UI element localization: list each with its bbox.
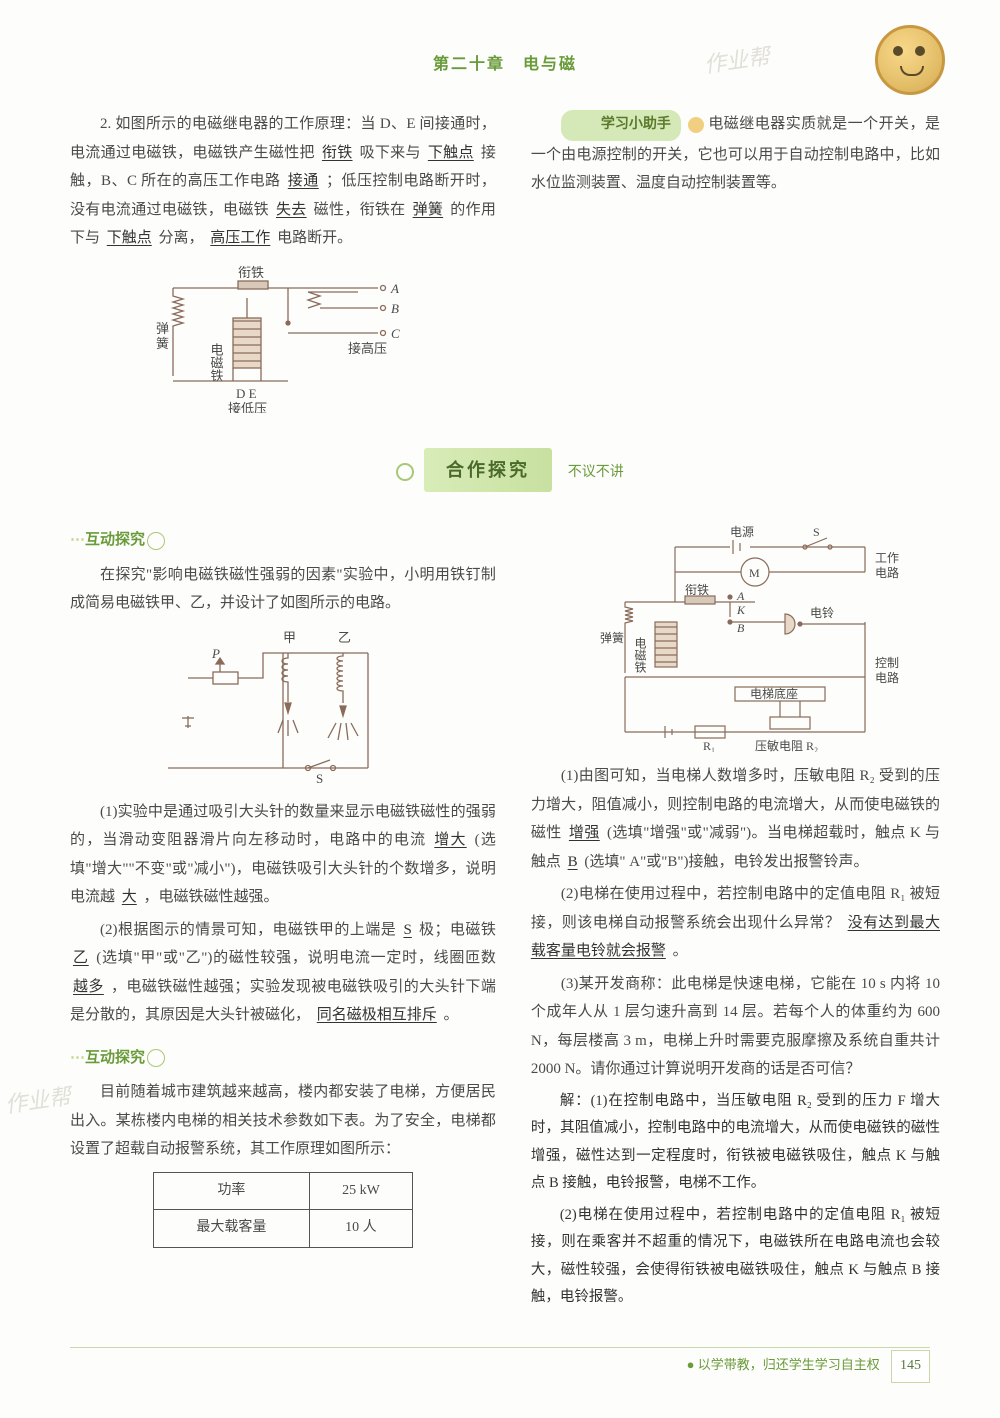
- blank: 增强: [566, 825, 603, 841]
- main-section: 互动探究 在探究"影响电磁铁磁性强弱的因素"实验中，小明用铁钉制成简易电磁铁甲、…: [70, 512, 940, 1316]
- cell: 功率: [153, 1172, 309, 1210]
- banner-title: 合作探究: [424, 448, 552, 492]
- svg-text:电路: 电路: [875, 565, 899, 580]
- cell: 10 人: [309, 1210, 412, 1248]
- blank: S: [400, 922, 414, 938]
- svg-text:A: A: [736, 589, 745, 603]
- solution-2: (2)电梯在使用过程中，若控制电路中的定值电阻 R₁ 被短接，则在乘客并不超重的…: [531, 1202, 940, 1312]
- left-q2: (2)根据图示的情景可知，电磁铁甲的上端是 S 极；电磁铁 乙 (选填"甲"或"…: [70, 916, 496, 1030]
- chapter-title: 第二十章 电与磁: [433, 56, 577, 73]
- blank: B: [565, 854, 581, 870]
- blank: 失去: [273, 202, 310, 218]
- svg-text:P: P: [211, 646, 220, 661]
- svg-text:D E: D E: [236, 386, 257, 401]
- text: 吸下来与: [360, 145, 421, 161]
- footer-line: [70, 1347, 930, 1348]
- right-q1: (1)由图可知，当电梯人数增多时，压敏电阻 R₂ 受到的压力增大，阻值减小，则控…: [531, 762, 940, 876]
- svg-text:电源: 电源: [730, 525, 754, 539]
- page-footer: ● 以学带教，归还学生学习自主权 145: [687, 1350, 930, 1383]
- blank: 弹簧: [410, 202, 447, 218]
- banner-deco-icon: [386, 460, 416, 484]
- table-row: 最大载客量 10 人: [153, 1210, 412, 1248]
- footer-motto: ● 以学带教，归还学生学习自主权: [687, 1357, 880, 1372]
- svg-text:接低压: 接低压: [228, 401, 267, 413]
- page-header: 第二十章 电与磁: [70, 50, 940, 80]
- blank: 越多: [70, 979, 107, 995]
- blank: 下触点: [425, 145, 477, 161]
- svg-text:A: A: [390, 281, 399, 296]
- solution-1: 解：(1)在控制电路中，当压敏电阻 R₂ 受到的压力 F 增大时，其阻值减小，控…: [531, 1088, 940, 1198]
- svg-text:弹: 弹: [156, 321, 169, 336]
- cell: 最大载客量: [153, 1210, 309, 1248]
- helper-badge: 学习小助手: [561, 110, 681, 141]
- right-col: 电源 S M 工作 电路 衔铁 A: [531, 512, 940, 1316]
- svg-text:B: B: [737, 621, 745, 635]
- svg-text:压敏电阻 R₂: 压敏电阻 R₂: [755, 738, 818, 752]
- text: 电路断开。: [277, 230, 352, 246]
- section-banner: 合作探究 不议不讲: [70, 448, 940, 492]
- watermark: 作业帮: [2, 1076, 73, 1127]
- blank: 同名磁极相互排斥: [314, 1007, 440, 1023]
- svg-text:B: B: [391, 301, 399, 316]
- page-number: 145: [891, 1350, 930, 1383]
- q2-paragraph: 2. 如图所示的电磁继电器的工作原理：当 D、E 间接通时，电流通过电磁铁，电磁…: [70, 110, 496, 253]
- blank: 衔铁: [319, 145, 356, 161]
- left-p1: 在探究"影响电磁铁磁性强弱的因素"实验中，小明用铁钉制成简易电磁铁甲、乙，并设计…: [70, 561, 496, 618]
- top-left-col: 2. 如图所示的电磁继电器的工作原理：当 D、E 间接通时，电流通过电磁铁，电磁…: [70, 110, 496, 423]
- svg-text:乙: 乙: [338, 630, 351, 645]
- blank: 乙: [70, 950, 92, 966]
- lightbulb-icon: [688, 117, 704, 133]
- svg-text:工作: 工作: [875, 551, 899, 565]
- top-right-col: 学习小助手 电磁继电器实质就是一个开关，是一个由电源控制的开关，它也可以用于自动…: [531, 110, 940, 423]
- blank: 高压工作: [207, 230, 273, 246]
- svg-text:甲: 甲: [283, 630, 296, 645]
- svg-text:控制: 控制: [875, 656, 899, 670]
- spec-table: 功率 25 kW 最大载客量 10 人: [153, 1172, 413, 1248]
- elevator-diagram: 电源 S M 工作 电路 衔铁 A: [531, 522, 940, 752]
- svg-text:M: M: [749, 566, 760, 580]
- top-section: 2. 如图所示的电磁继电器的工作原理：当 D、E 间接通时，电流通过电磁铁，电磁…: [70, 110, 940, 423]
- svg-text:电磁铁: 电磁铁: [208, 343, 223, 382]
- svg-text:C: C: [391, 326, 400, 341]
- blank: 大: [119, 889, 140, 905]
- right-q2: (2)电梯在使用过程中，若控制电路中的定值电阻 R₁ 被短接，则该电梯自动报警系…: [531, 880, 940, 966]
- text: 分离，: [159, 230, 204, 246]
- left-p3: 目前随着城市建筑越来越高，楼内都安装了电梯，方便居民出入。某栋楼内电梯的相关技术…: [70, 1078, 496, 1164]
- relay-diagram: 弹 簧 衔铁 电磁铁: [70, 263, 496, 413]
- banner-subtitle: 不议不讲: [568, 465, 624, 480]
- svg-text:电磁铁: 电磁铁: [633, 637, 647, 673]
- svg-text:弹簧: 弹簧: [600, 630, 624, 645]
- svg-text:簧: 簧: [156, 336, 169, 351]
- svg-text:S: S: [813, 525, 820, 539]
- left-col: 互动探究 在探究"影响电磁铁磁性强弱的因素"实验中，小明用铁钉制成简易电磁铁甲、…: [70, 512, 496, 1316]
- electromagnet-diagram: 甲 乙 P: [70, 628, 496, 788]
- right-q3: (3)某开发商称：此电梯是快速电梯，它能在 10 s 内将 10 个成年人从 1…: [531, 970, 940, 1084]
- svg-text:衔铁: 衔铁: [685, 583, 709, 597]
- cell: 25 kW: [309, 1172, 412, 1210]
- svg-text:K: K: [736, 603, 746, 617]
- svg-text:电路: 电路: [875, 670, 899, 685]
- svg-text:电梯底座: 电梯底座: [750, 686, 798, 701]
- text: 磁性，衔铁在: [314, 202, 406, 218]
- svg-text:衔铁: 衔铁: [238, 265, 264, 280]
- blank: 接通: [285, 173, 322, 189]
- blank: 增大: [431, 832, 469, 848]
- interact-heading-2: 互动探究: [70, 1044, 496, 1073]
- table-row: 功率 25 kW: [153, 1172, 412, 1210]
- svg-text:电铃: 电铃: [810, 605, 834, 620]
- helper-paragraph: 学习小助手 电磁继电器实质就是一个开关，是一个由电源控制的开关，它也可以用于自动…: [531, 110, 940, 198]
- left-q1: (1)实验中是通过吸引大头针的数量来显示电磁铁磁性的强弱的，当滑动变阻器滑片向左…: [70, 798, 496, 912]
- blank: 下触点: [104, 230, 155, 246]
- svg-text:接高压: 接高压: [348, 341, 387, 356]
- interact-heading-1: 互动探究: [70, 526, 496, 555]
- svg-text:S: S: [316, 771, 323, 786]
- svg-text:R₁: R₁: [703, 739, 715, 752]
